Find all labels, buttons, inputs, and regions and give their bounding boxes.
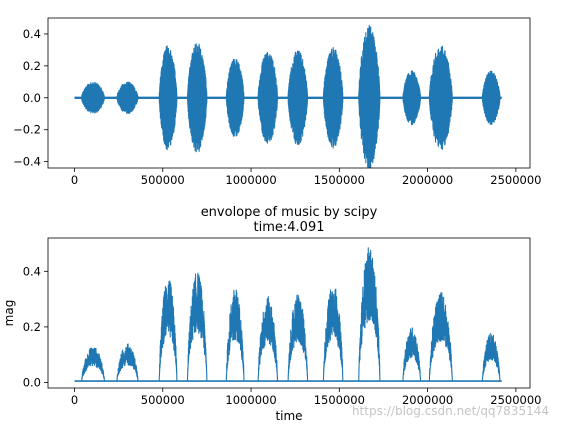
- waveform-burst-11: [428, 45, 453, 150]
- envelope-y-tick-label: 0.0: [23, 375, 41, 389]
- waveform-burst-7: [287, 50, 309, 145]
- envelope-y-ticks: 0.0 0.2 0.4: [23, 264, 48, 389]
- envelope-x-tick-label: 2500000: [490, 393, 541, 407]
- envelope-x-tick-label: 0: [71, 393, 78, 407]
- envelope-y-tick-label: 0.4: [23, 264, 41, 278]
- envelope-burst-4: [186, 272, 208, 382]
- envelope-burst-3: [158, 280, 178, 382]
- envelope-burst-10: [402, 327, 422, 382]
- envelope-x-axis-label: time: [275, 409, 302, 423]
- waveform-axes-frame: [47, 17, 531, 169]
- envelope-axes-frame: [47, 237, 531, 389]
- envelope-burst-9: [358, 247, 381, 382]
- waveform-burst-3: [158, 45, 178, 151]
- waveform-x-tick-label: 1000000: [225, 173, 276, 187]
- envelope-title: envolope of music by scipy: [201, 205, 378, 220]
- envelope-burst-5: [225, 289, 245, 382]
- envelope-x-tick-label: 1000000: [225, 393, 276, 407]
- waveform-burst-5: [225, 58, 245, 137]
- waveform-burst-10: [402, 70, 422, 126]
- envelope-subtitle: time:4.091: [254, 220, 325, 235]
- envelope-burst-12: [481, 332, 501, 382]
- waveform-burst-6: [257, 51, 279, 144]
- waveform-x-tick-label: 2000000: [402, 173, 453, 187]
- envelope-burst-11: [428, 292, 453, 382]
- envelope-y-axis-label: mag: [2, 300, 16, 327]
- envelope-burst-7: [287, 294, 309, 382]
- envelope-x-tick-label: 500000: [141, 393, 185, 407]
- waveform-burst-8: [322, 47, 344, 149]
- envelope-x-ticks: 0 500000 1000000 1500000 2000000 2500000: [71, 388, 541, 407]
- waveform-subplot: 0 500000 1000000 1500000 2000000 2500000 −0.4…: [13, 17, 541, 187]
- waveform-x-tick-label: 2500000: [490, 173, 541, 187]
- envelope-x-tick-label: 2000000: [402, 393, 453, 407]
- waveform-y-tick-label: 0.2: [23, 59, 41, 73]
- waveform-x-ticks: 0 500000 1000000 1500000 2000000 2500000: [71, 168, 541, 187]
- waveform-x-tick-label: 500000: [141, 173, 185, 187]
- waveform-x-tick-label: 0: [71, 173, 78, 187]
- envelope-series: [74, 247, 502, 382]
- waveform-burst-9: [358, 24, 381, 168]
- envelope-x-tick-label: 1500000: [314, 393, 365, 407]
- envelope-burst-8: [322, 288, 344, 382]
- waveform-y-ticks: −0.4 −0.2 0.0 0.2 0.4: [13, 27, 48, 169]
- envelope-burst-1: [81, 347, 106, 382]
- envelope-subplot: envolope of music by scipy time:4.091 0 5…: [2, 205, 541, 423]
- waveform-y-tick-label: 0.0: [23, 91, 41, 105]
- waveform-burst-12: [481, 70, 501, 125]
- waveform-burst-1: [81, 81, 106, 114]
- waveform-y-tick-label: −0.2: [13, 123, 41, 137]
- waveform-x-tick-label: 1500000: [314, 173, 365, 187]
- waveform-burst-4: [186, 43, 208, 153]
- envelope-y-tick-label: 0.2: [23, 320, 41, 334]
- waveform-series: [74, 24, 502, 168]
- envelope-burst-2: [116, 343, 139, 382]
- watermark: https://blog.csdn.net/qq7835144: [351, 404, 549, 418]
- envelope-burst-6: [257, 296, 279, 382]
- waveform-y-tick-label: 0.4: [23, 27, 41, 41]
- waveform-burst-2: [116, 81, 139, 115]
- waveform-y-tick-label: −0.4: [13, 155, 41, 169]
